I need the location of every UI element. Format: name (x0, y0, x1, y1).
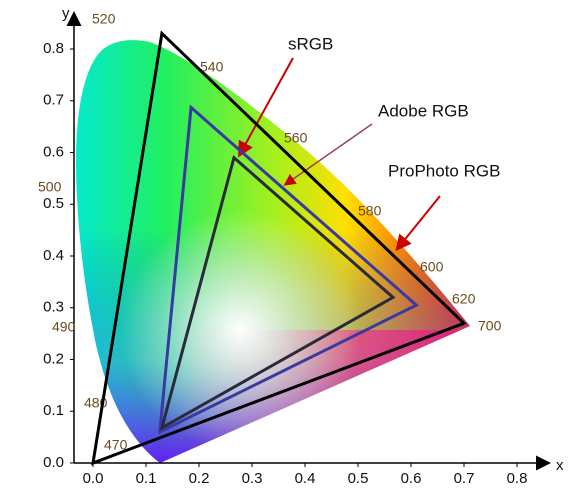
wavelength-label: 500 (38, 179, 62, 195)
y-tick-label: 0.4 (43, 247, 64, 264)
y-tick-label: 0.1 (43, 402, 64, 419)
gamut-triangle (91, 30, 467, 466)
wavelength-label: 580 (358, 203, 382, 219)
y-tick-label: 0.0 (43, 454, 64, 471)
x-tick-label: 0.1 (136, 470, 157, 487)
wavelength-label: 490 (52, 319, 76, 335)
x-tick-label: 0.4 (295, 470, 316, 487)
y-tick-label: 0.5 (43, 195, 64, 212)
wavelength-label: 470 (104, 437, 128, 453)
y-tick-label: 0.8 (43, 40, 64, 57)
y-tick-label: 0.6 (43, 143, 64, 160)
wavelength-label: 700 (478, 318, 502, 334)
wavelength-label: 540 (200, 59, 224, 75)
x-tick-label: 0.5 (348, 470, 369, 487)
gamut-triangle (159, 154, 396, 431)
x-tick-label: 0.8 (507, 470, 528, 487)
gamut-label: sRGB (288, 34, 333, 53)
wavelength-label: 600 (420, 259, 444, 275)
x-tick-label: 0.7 (454, 470, 475, 487)
y-tick-label: 0.2 (43, 350, 64, 367)
arrow (395, 195, 441, 252)
wavelength-label: 620 (452, 291, 476, 307)
y-axis-label: y (62, 5, 70, 22)
gamut-triangle (158, 104, 419, 435)
wavelength-label: 560 (284, 130, 308, 146)
x-axis-label: x (556, 457, 564, 474)
y-tick-label: 0.7 (43, 92, 64, 109)
x-tick-label: 0.2 (189, 470, 210, 487)
arrow (238, 57, 294, 158)
gamut-label: Adobe RGB (378, 101, 469, 120)
x-tick-label: 0.3 (242, 470, 263, 487)
wavelength-label: 520 (92, 11, 116, 27)
gamut-label: ProPhoto RGB (388, 161, 500, 180)
annotations: ProPhoto RGB Adobe RGB sRGB (238, 34, 500, 252)
y-tick-label: 0.3 (43, 299, 64, 316)
x-tick-label: 0.0 (83, 470, 104, 487)
x-tick-label: 0.6 (401, 470, 422, 487)
arrow (283, 123, 373, 186)
